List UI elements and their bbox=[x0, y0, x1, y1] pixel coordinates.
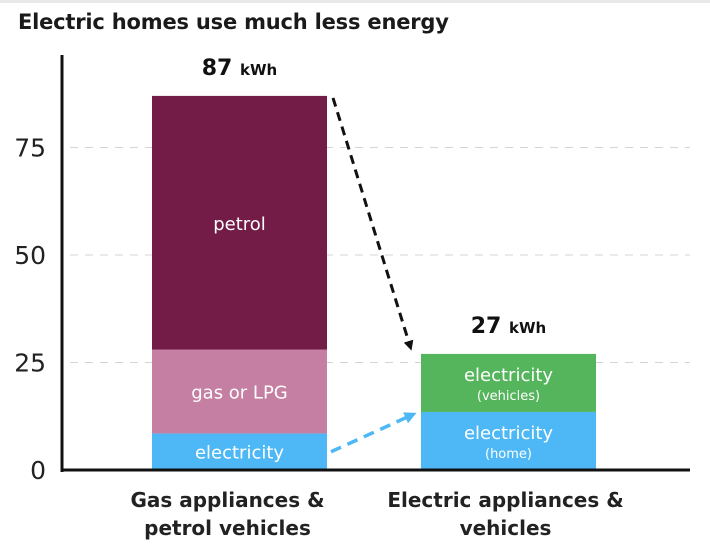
segment-label: electricity bbox=[195, 443, 284, 464]
bar-total-unit: kWh bbox=[240, 61, 277, 79]
bar-total-unit: kWh bbox=[509, 319, 546, 337]
bar-2-segment-1 bbox=[421, 411, 596, 470]
labels: 0 25 50 75 electricity gas or LPG petrol 87 kWh… bbox=[14, 56, 623, 540]
segment-label: electricity bbox=[464, 365, 553, 386]
axes bbox=[60, 55, 690, 472]
x-category-label: Gas appliances & bbox=[130, 488, 324, 512]
x-category-label: Electric appliances & bbox=[387, 488, 623, 512]
bar-total-label: 27 kWh bbox=[471, 314, 546, 339]
bar-total-label: 87 kWh bbox=[202, 56, 277, 81]
segment-sublabel: (home) bbox=[485, 447, 532, 462]
bars bbox=[152, 95, 596, 470]
y-tick-label-0: 0 bbox=[30, 456, 46, 485]
y-tick-label-25: 25 bbox=[14, 349, 46, 378]
bar-total-value: 27 bbox=[471, 314, 509, 339]
bar-1-segment-3 bbox=[152, 95, 327, 350]
bar-1-segment-1 bbox=[152, 433, 327, 470]
electricity-shift-arrow bbox=[330, 412, 417, 454]
segment-label: gas or LPG bbox=[191, 383, 288, 404]
x-category-label: petrol vehicles bbox=[144, 516, 311, 540]
x-category-label: vehicles bbox=[460, 516, 552, 540]
y-tick-label-75: 75 bbox=[14, 134, 46, 163]
chart-title: Electric homes use much less energy bbox=[18, 10, 449, 34]
segment-label: petrol bbox=[213, 214, 266, 235]
top-divider bbox=[0, 0, 710, 3]
arrows bbox=[330, 97, 417, 454]
y-tick-label-50: 50 bbox=[14, 241, 46, 270]
bar-total-value: 87 bbox=[202, 56, 240, 81]
segment-label: electricity bbox=[464, 423, 553, 444]
bar-2-segment-2 bbox=[421, 353, 596, 412]
segment-sublabel: (vehicles) bbox=[477, 389, 540, 404]
energy-reduction-arrow bbox=[331, 97, 414, 351]
bar-1-segment-2 bbox=[152, 349, 327, 434]
